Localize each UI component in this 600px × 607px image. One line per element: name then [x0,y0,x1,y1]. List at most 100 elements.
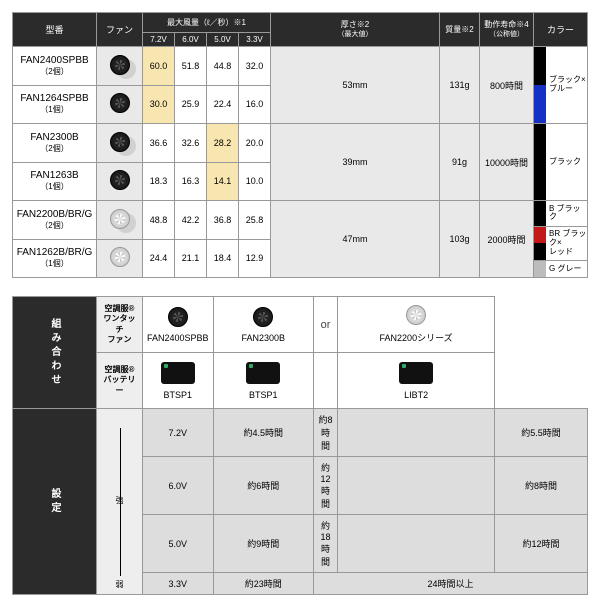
fan-icon [168,307,188,327]
model-cell: FAN2400SPBB（2個） [13,47,97,86]
sub-72v: 7.2V [143,33,175,47]
color-label: BR ブラック× レッド [546,227,587,260]
time-cell: 約12時間 [495,515,588,573]
hdr-life: 動作寿命※4 （公称値） [480,13,534,47]
color-cell: ブラック× ブルー [534,47,588,124]
airflow-value: 28.2 [207,124,239,163]
prod-bat-0: BTSP1 [143,353,214,409]
side-settings: 設定 [13,409,97,595]
table-row: FAN2200B/BR/G（2個）48.842.236.825.847mm103… [13,201,588,240]
hdr-airflow: 最大風量（ℓ／秒）※1 [143,13,271,33]
prod-label: FAN2300B [218,333,310,343]
blank [314,353,338,409]
hdr-life-main: 動作寿命※4 [484,20,528,29]
fan-cell [97,239,143,278]
time-cell: 約8時間 [495,457,588,515]
row-bat-label: 空調服® バッテリー [97,353,143,409]
hdr-thickness-sub: （最大値） [338,31,373,38]
airflow-value: 32.6 [175,124,207,163]
color-label: B ブラック [546,201,587,226]
airflow-value: 21.1 [175,239,207,278]
airflow-value: 25.8 [239,201,271,240]
or-label: or [314,297,338,353]
mass-cell: 91g [440,124,480,201]
airflow-value: 25.9 [175,85,207,124]
color-cell: ブラック [534,124,588,201]
hdr-mass: 質量※2 [440,13,480,47]
fan-cell [97,47,143,86]
prod-label: FAN2200シリーズ [342,331,490,344]
side-combination: 組み合わせ [13,297,97,409]
sub-33v: 3.3V [239,33,271,47]
model-cell: FAN1263B（1個） [13,162,97,201]
airflow-value: 18.4 [207,239,239,278]
hdr-color: カラー [534,13,588,47]
time-cell: 約9時間 [213,515,314,573]
voltage-cell: 7.2V [143,409,214,457]
airflow-value: 16.0 [239,85,271,124]
hdr-thickness-main: 厚さ※2 [341,20,369,29]
airflow-value: 60.0 [143,47,175,86]
airflow-value: 36.8 [207,201,239,240]
time-cell: 約4.5時間 [213,409,314,457]
fan-icon [110,170,130,190]
battery-icon [399,362,433,384]
airflow-value: 42.2 [175,201,207,240]
hdr-model: 型番 [13,13,97,47]
prod-bat-2: LIBT2 [338,353,495,409]
prod-label: BTSP1 [218,390,310,400]
hdr-fan: ファン [97,13,143,47]
blank [338,457,495,515]
sub-50v: 5.0V [207,33,239,47]
prod-label: LIBT2 [342,390,490,400]
airflow-value: 30.0 [143,85,175,124]
life-cell: 10000時間 [480,124,534,201]
voltage-cell: 3.3V [143,573,214,595]
time-cell: 約6時間 [213,457,314,515]
voltage-cell: 5.0V [143,515,214,573]
color-cell: B ブラックBR ブラック× レッドG グレー [534,201,588,278]
fan-icon [110,247,130,267]
fan-spec-table: 型番 ファン 最大風量（ℓ／秒）※1 厚さ※2 （最大値） 質量※2 動作寿命※… [12,12,588,278]
table-row: FAN2300B（2個）36.632.628.220.039mm91g10000… [13,124,588,163]
model-cell: FAN1262B/BR/G（1個） [13,239,97,278]
airflow-value: 24.4 [143,239,175,278]
fan-cell [97,201,143,240]
mass-cell: 103g [440,201,480,278]
fan-icon [110,132,130,152]
row-fan-label: 空調服® ワンタッチ ファン [97,297,143,353]
airflow-value: 10.0 [239,162,271,201]
life-cell: 800時間 [480,47,534,124]
time-cell: 約5.5時間 [495,409,588,457]
sub-60v: 6.0V [175,33,207,47]
fan-icon [110,209,130,229]
airflow-value: 18.3 [143,162,175,201]
time-cell: 約18時間 [314,515,338,573]
thickness-cell: 47mm [271,201,440,278]
voltage-cell: 6.0V [143,457,214,515]
prod-label: BTSP1 [147,390,209,400]
model-cell: FAN2300B（2個） [13,124,97,163]
airflow-value: 12.9 [239,239,271,278]
airflow-value: 22.4 [207,85,239,124]
fan-icon [406,305,426,325]
table-row: FAN2400SPBB（2個）60.051.844.832.053mm131g8… [13,47,588,86]
airflow-value: 36.6 [143,124,175,163]
hdr-life-sub: （公称値） [489,31,524,38]
battery-icon [161,362,195,384]
prod-label: FAN2400SPBB [147,333,209,343]
time-cell: 24時間以上 [314,573,588,595]
hdr-thickness: 厚さ※2 （最大値） [271,13,440,47]
prod-fan-1: FAN2300B [213,297,314,353]
fan-icon [110,55,130,75]
combination-table: 組み合わせ 空調服® ワンタッチ ファン FAN2400SPBB FAN2300… [12,296,588,595]
airflow-value: 48.8 [143,201,175,240]
blank [338,409,495,457]
airflow-value: 32.0 [239,47,271,86]
fan-icon [110,93,130,113]
airflow-value: 20.0 [239,124,271,163]
airflow-value: 16.3 [175,162,207,201]
life-cell: 2000時間 [480,201,534,278]
color-label: ブラック [546,124,587,200]
time-cell: 約8時間 [314,409,338,457]
